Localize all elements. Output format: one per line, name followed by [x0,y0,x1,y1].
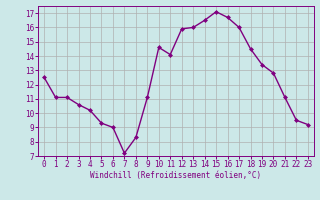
X-axis label: Windchill (Refroidissement éolien,°C): Windchill (Refroidissement éolien,°C) [91,171,261,180]
